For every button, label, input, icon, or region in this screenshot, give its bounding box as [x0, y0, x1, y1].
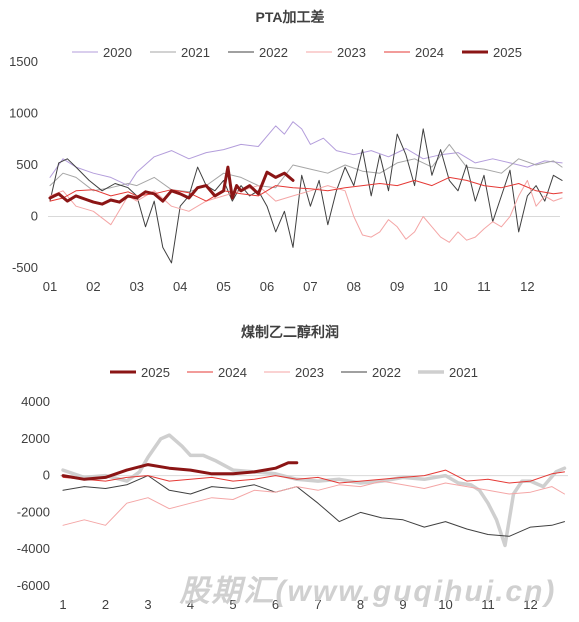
chart-1-x-tick: 12 — [520, 279, 534, 294]
chart-2-series — [61, 433, 567, 548]
chart-1-x-tick: 05 — [216, 279, 230, 294]
series-line-2024 — [62, 469, 565, 484]
chart-1-y-tick: 0 — [31, 209, 38, 224]
chart-2-x-tick: 6 — [272, 597, 279, 612]
chart-2-x-tick: 7 — [314, 597, 321, 612]
chart-2-legend: 2025 2024 2023 2022 2021 — [110, 365, 478, 380]
chart-1-x-tick: 03 — [130, 279, 144, 294]
chart-2-x-tick: 1 — [59, 597, 66, 612]
legend-label-2023: 2023 — [295, 365, 324, 380]
chart-2-x-tick: 3 — [144, 597, 151, 612]
series-line-2020 — [49, 121, 563, 187]
series-line-2022 — [49, 128, 563, 264]
chart-1-title: PTA加工差 — [256, 9, 325, 25]
legend-label-2024: 2024 — [218, 365, 247, 380]
series-line-2025 — [48, 165, 295, 206]
chart-2: 煤制乙二醇利润 2025 2024 2023 2022 2021 -6000-4000-… — [17, 324, 568, 612]
chart-1-x-tick: 07 — [303, 279, 317, 294]
chart-1-x-tick: 08 — [347, 279, 361, 294]
series-line-2023 — [62, 480, 565, 526]
chart-2-x-tick: 5 — [229, 597, 236, 612]
chart-2-title: 煤制乙二醇利润 — [241, 324, 339, 340]
chart-2-y-tick: -2000 — [17, 504, 50, 519]
chart-1-x-tick: 04 — [173, 279, 187, 294]
chart-2-x-tick: 2 — [102, 597, 109, 612]
chart-1-y-tick: 1500 — [9, 54, 38, 69]
legend-label-2025: 2025 — [141, 365, 170, 380]
legend-label-2020: 2020 — [103, 45, 132, 60]
chart-2-x-axis: 1 2 3 4 5 6 7 8 9 10 11 12 — [59, 597, 537, 612]
chart-1-x-tick: 06 — [260, 279, 274, 294]
chart-2-y-tick: 0 — [43, 468, 50, 483]
watermark: 股期汇(www.guqihui.cn) — [179, 575, 557, 608]
chart-1-x-tick: 11 — [477, 279, 491, 294]
chart-1-series — [48, 121, 563, 264]
chart-1-legend: 2020 2021 2022 2023 2024 2025 — [72, 45, 522, 60]
series-line-2021 — [49, 143, 563, 193]
chart-1: PTA加工差 2020 2021 2022 2023 2024 2025 -5000500… — [9, 9, 563, 294]
legend-label-2024: 2024 — [415, 45, 444, 60]
chart-2-y-tick: 4000 — [21, 394, 50, 409]
legend-label-2022: 2022 — [372, 365, 401, 380]
series-line-2025 — [61, 461, 299, 481]
chart-2-x-tick: 11 — [481, 597, 495, 612]
chart-1-x-tick: 01 — [43, 279, 57, 294]
chart-2-x-tick: 12 — [523, 597, 537, 612]
legend-label-2022: 2022 — [259, 45, 288, 60]
chart-1-x-axis: 01 02 03 04 05 06 07 08 09 10 11 12 — [43, 279, 535, 294]
chart-2-x-tick: 4 — [187, 597, 194, 612]
legend-label-2021: 2021 — [449, 365, 478, 380]
legend-label-2021: 2021 — [181, 45, 210, 60]
chart-1-y-axis: -500 0 500 1000 1500 — [9, 54, 38, 275]
chart-2-x-tick: 10 — [438, 597, 452, 612]
chart-1-x-tick: 02 — [86, 279, 100, 294]
chart-1-y-tick: 500 — [16, 157, 38, 172]
chart-1-x-tick: 10 — [433, 279, 447, 294]
legend-label-2025: 2025 — [493, 45, 522, 60]
chart-1-y-tick: 1000 — [9, 106, 38, 121]
chart-2-x-tick: 8 — [357, 597, 364, 612]
chart-1-x-tick: 09 — [390, 279, 404, 294]
chart-2-y-axis: -6000 -4000 -2000 0 2000 4000 — [17, 394, 50, 593]
series-line-2021 — [61, 433, 567, 548]
chart-1-y-tick: -500 — [12, 260, 38, 275]
series-line-2024 — [49, 176, 563, 202]
chart-2-y-tick: 2000 — [21, 431, 50, 446]
chart-2-x-tick: 9 — [399, 597, 406, 612]
chart-2-y-tick: -6000 — [17, 578, 50, 593]
legend-label-2023: 2023 — [337, 45, 366, 60]
chart-2-y-tick: -4000 — [17, 541, 50, 556]
